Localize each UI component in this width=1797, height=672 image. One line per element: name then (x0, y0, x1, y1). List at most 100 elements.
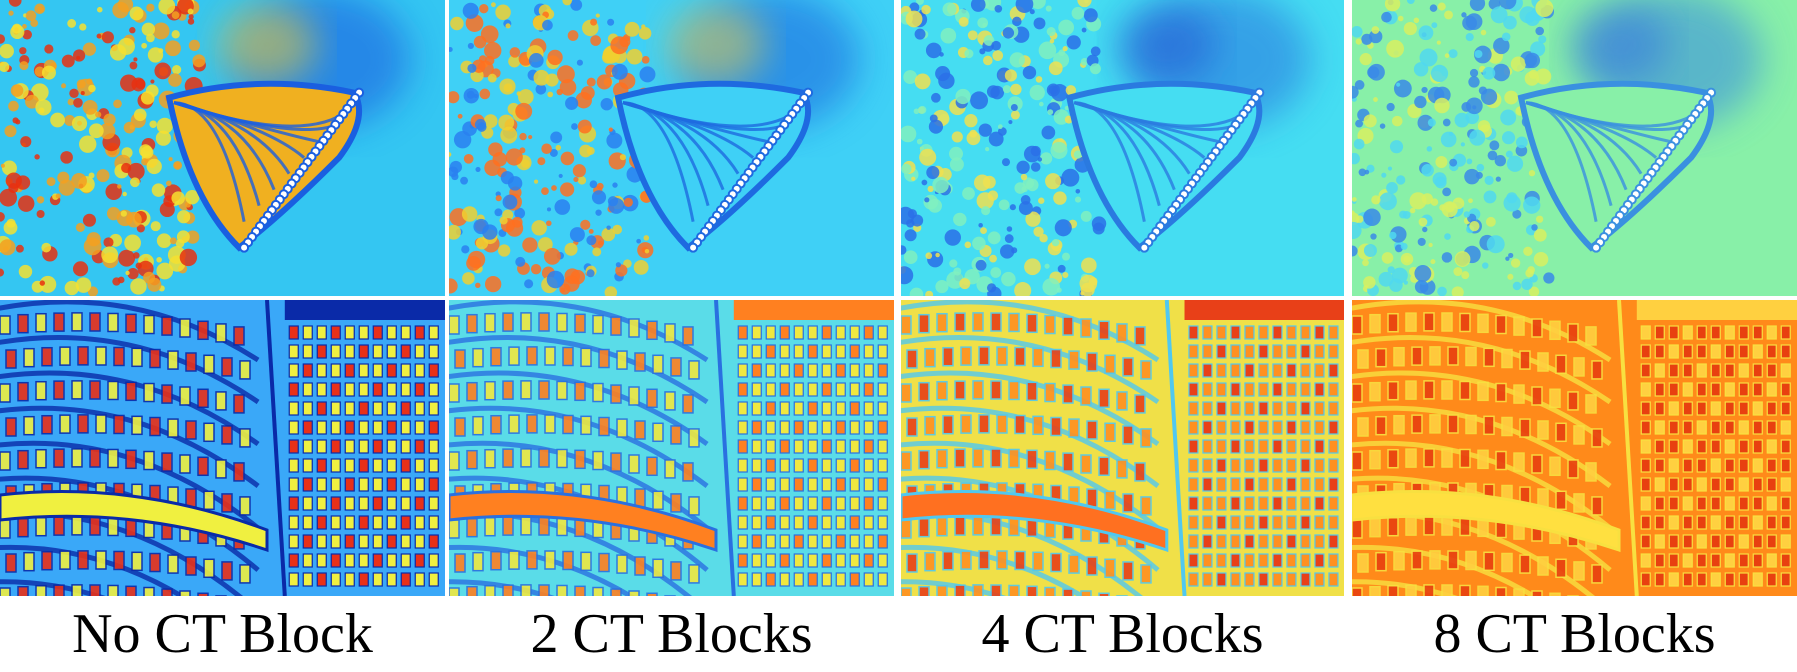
window (990, 448, 1002, 468)
window (372, 420, 383, 435)
texture (1379, 192, 1397, 211)
texture (1009, 204, 1016, 211)
texture (1465, 33, 1474, 42)
texture (1081, 257, 1097, 274)
texture (1427, 118, 1436, 127)
window (1519, 418, 1531, 438)
texture (1363, 276, 1376, 289)
texture (1389, 231, 1397, 240)
window (1429, 550, 1441, 570)
window (185, 420, 197, 440)
window (610, 588, 622, 596)
window (302, 515, 313, 530)
window (1447, 550, 1459, 570)
window (428, 420, 439, 435)
texture (96, 6, 103, 13)
window (1724, 515, 1735, 530)
window (1230, 515, 1241, 530)
window (1314, 420, 1325, 435)
texture (560, 151, 575, 166)
window (288, 458, 299, 473)
window (1654, 363, 1665, 378)
texture (546, 220, 552, 226)
texture (16, 244, 24, 253)
texture (5, 172, 22, 189)
texture (1371, 195, 1381, 205)
texture (475, 282, 481, 289)
texture (901, 266, 914, 285)
window (936, 380, 948, 401)
window (1780, 496, 1791, 511)
window (996, 414, 1008, 434)
window (1752, 553, 1763, 568)
window (400, 363, 411, 378)
window (1328, 344, 1339, 359)
window (472, 415, 484, 436)
window (344, 534, 355, 549)
texture (149, 120, 157, 128)
window (1116, 391, 1128, 411)
texture (1463, 211, 1470, 218)
edge (1164, 300, 1187, 596)
window (1495, 314, 1507, 335)
texture (0, 188, 18, 207)
window (203, 422, 215, 443)
window (1328, 382, 1339, 397)
window (1668, 477, 1679, 492)
window (1654, 382, 1665, 397)
window (358, 325, 369, 340)
wing-dot (688, 242, 699, 253)
window (990, 584, 1002, 596)
window (1710, 496, 1721, 511)
window (1134, 326, 1146, 346)
texture (519, 132, 527, 141)
window (386, 382, 397, 397)
window (1780, 553, 1791, 568)
window (598, 552, 610, 573)
texture (955, 88, 971, 105)
window (682, 462, 694, 482)
window (996, 346, 1008, 366)
window (1780, 382, 1791, 397)
window (1230, 553, 1241, 568)
window (1116, 595, 1128, 596)
window (737, 553, 748, 568)
window (1188, 458, 1199, 473)
window (835, 401, 846, 416)
window (849, 325, 860, 340)
window (41, 346, 53, 367)
sky (1636, 300, 1797, 320)
blob (666, 4, 766, 85)
window (149, 552, 161, 573)
texture (1418, 217, 1428, 227)
window (1483, 551, 1495, 572)
texture (914, 28, 926, 40)
texture (139, 144, 153, 158)
texture (125, 270, 130, 276)
window (1050, 552, 1062, 573)
window (1668, 496, 1679, 511)
texture (1033, 17, 1046, 30)
window (330, 515, 341, 530)
texture (495, 195, 502, 202)
window (1216, 382, 1227, 397)
window (400, 534, 411, 549)
window (1752, 325, 1763, 340)
window (1216, 572, 1227, 587)
texture (1437, 286, 1447, 296)
window (1300, 572, 1311, 587)
texture (25, 10, 37, 22)
window (1549, 456, 1561, 477)
texture (1434, 97, 1450, 114)
window (302, 496, 313, 511)
window (556, 584, 568, 596)
window (1258, 534, 1269, 549)
window (807, 363, 818, 378)
window (400, 496, 411, 511)
texture (1403, 22, 1417, 36)
window (849, 534, 860, 549)
texture (158, 0, 176, 15)
window (330, 325, 341, 340)
texture (547, 49, 563, 66)
window (1668, 553, 1679, 568)
